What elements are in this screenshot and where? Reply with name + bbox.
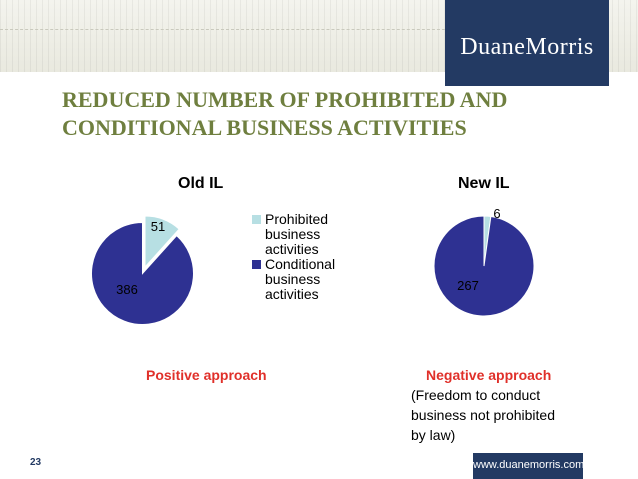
slide-title-line-2: CONDITIONAL BUSINESS ACTIVITIES — [62, 115, 467, 140]
legend-label-conditional-1: Conditional — [265, 256, 336, 272]
legend-item-conditional: Conditional business activities — [252, 257, 365, 302]
legend-item-prohibited: Prohibited business activities — [252, 212, 365, 257]
old-il-label-conditional: 386 — [116, 282, 138, 297]
legend-label-prohibited-1: Prohibited — [265, 211, 329, 227]
negative-note-line-3: by law) — [411, 427, 456, 443]
negative-note-line-1: (Freedom to conduct — [411, 387, 541, 403]
legend-label-prohibited-2: business — [265, 226, 321, 242]
chart-legend: Prohibited business activities Condition… — [252, 212, 365, 302]
logo: DuaneMorris — [445, 0, 609, 86]
positive-approach-label: Positive approach — [146, 367, 267, 383]
negative-approach-label: Negative approach — [426, 367, 552, 383]
old-il-label-prohibited: 51 — [151, 219, 165, 234]
logo-text: DuaneMorris — [460, 34, 594, 60]
negative-approach-note: (Freedom to conduct business not prohibi… — [411, 385, 591, 445]
header-rule — [0, 29, 450, 30]
old-il-slice-conditional — [91, 222, 194, 326]
old-il-chart-title: Old IL — [178, 175, 224, 192]
slide-title: REDUCED NUMBER OF PROHIBITED AND CONDITI… — [62, 86, 602, 142]
legend-label-conditional-3: activities — [265, 286, 319, 302]
old-il-slice-prohibited — [144, 215, 180, 269]
new-il-label-conditional: 267 — [457, 278, 479, 293]
legend-swatch-conditional — [252, 260, 261, 269]
footer-bar: www.duanemorris.com — [473, 453, 585, 479]
footer-url[interactable]: www.duanemorris.com — [473, 459, 585, 471]
slide-title-line-1: REDUCED NUMBER OF PROHIBITED AND — [62, 87, 508, 112]
new-il-chart-title: New IL — [458, 175, 510, 192]
negative-note-line-2: business not prohibited — [411, 407, 555, 423]
new-il-slice-conditional — [433, 215, 535, 317]
legend-label-prohibited-3: activities — [265, 241, 319, 257]
page-number: 23 — [30, 457, 42, 468]
legend-swatch-prohibited — [252, 215, 261, 224]
legend-label-conditional-2: business — [265, 271, 321, 287]
new-il-label-prohibited: 6 — [493, 206, 500, 221]
